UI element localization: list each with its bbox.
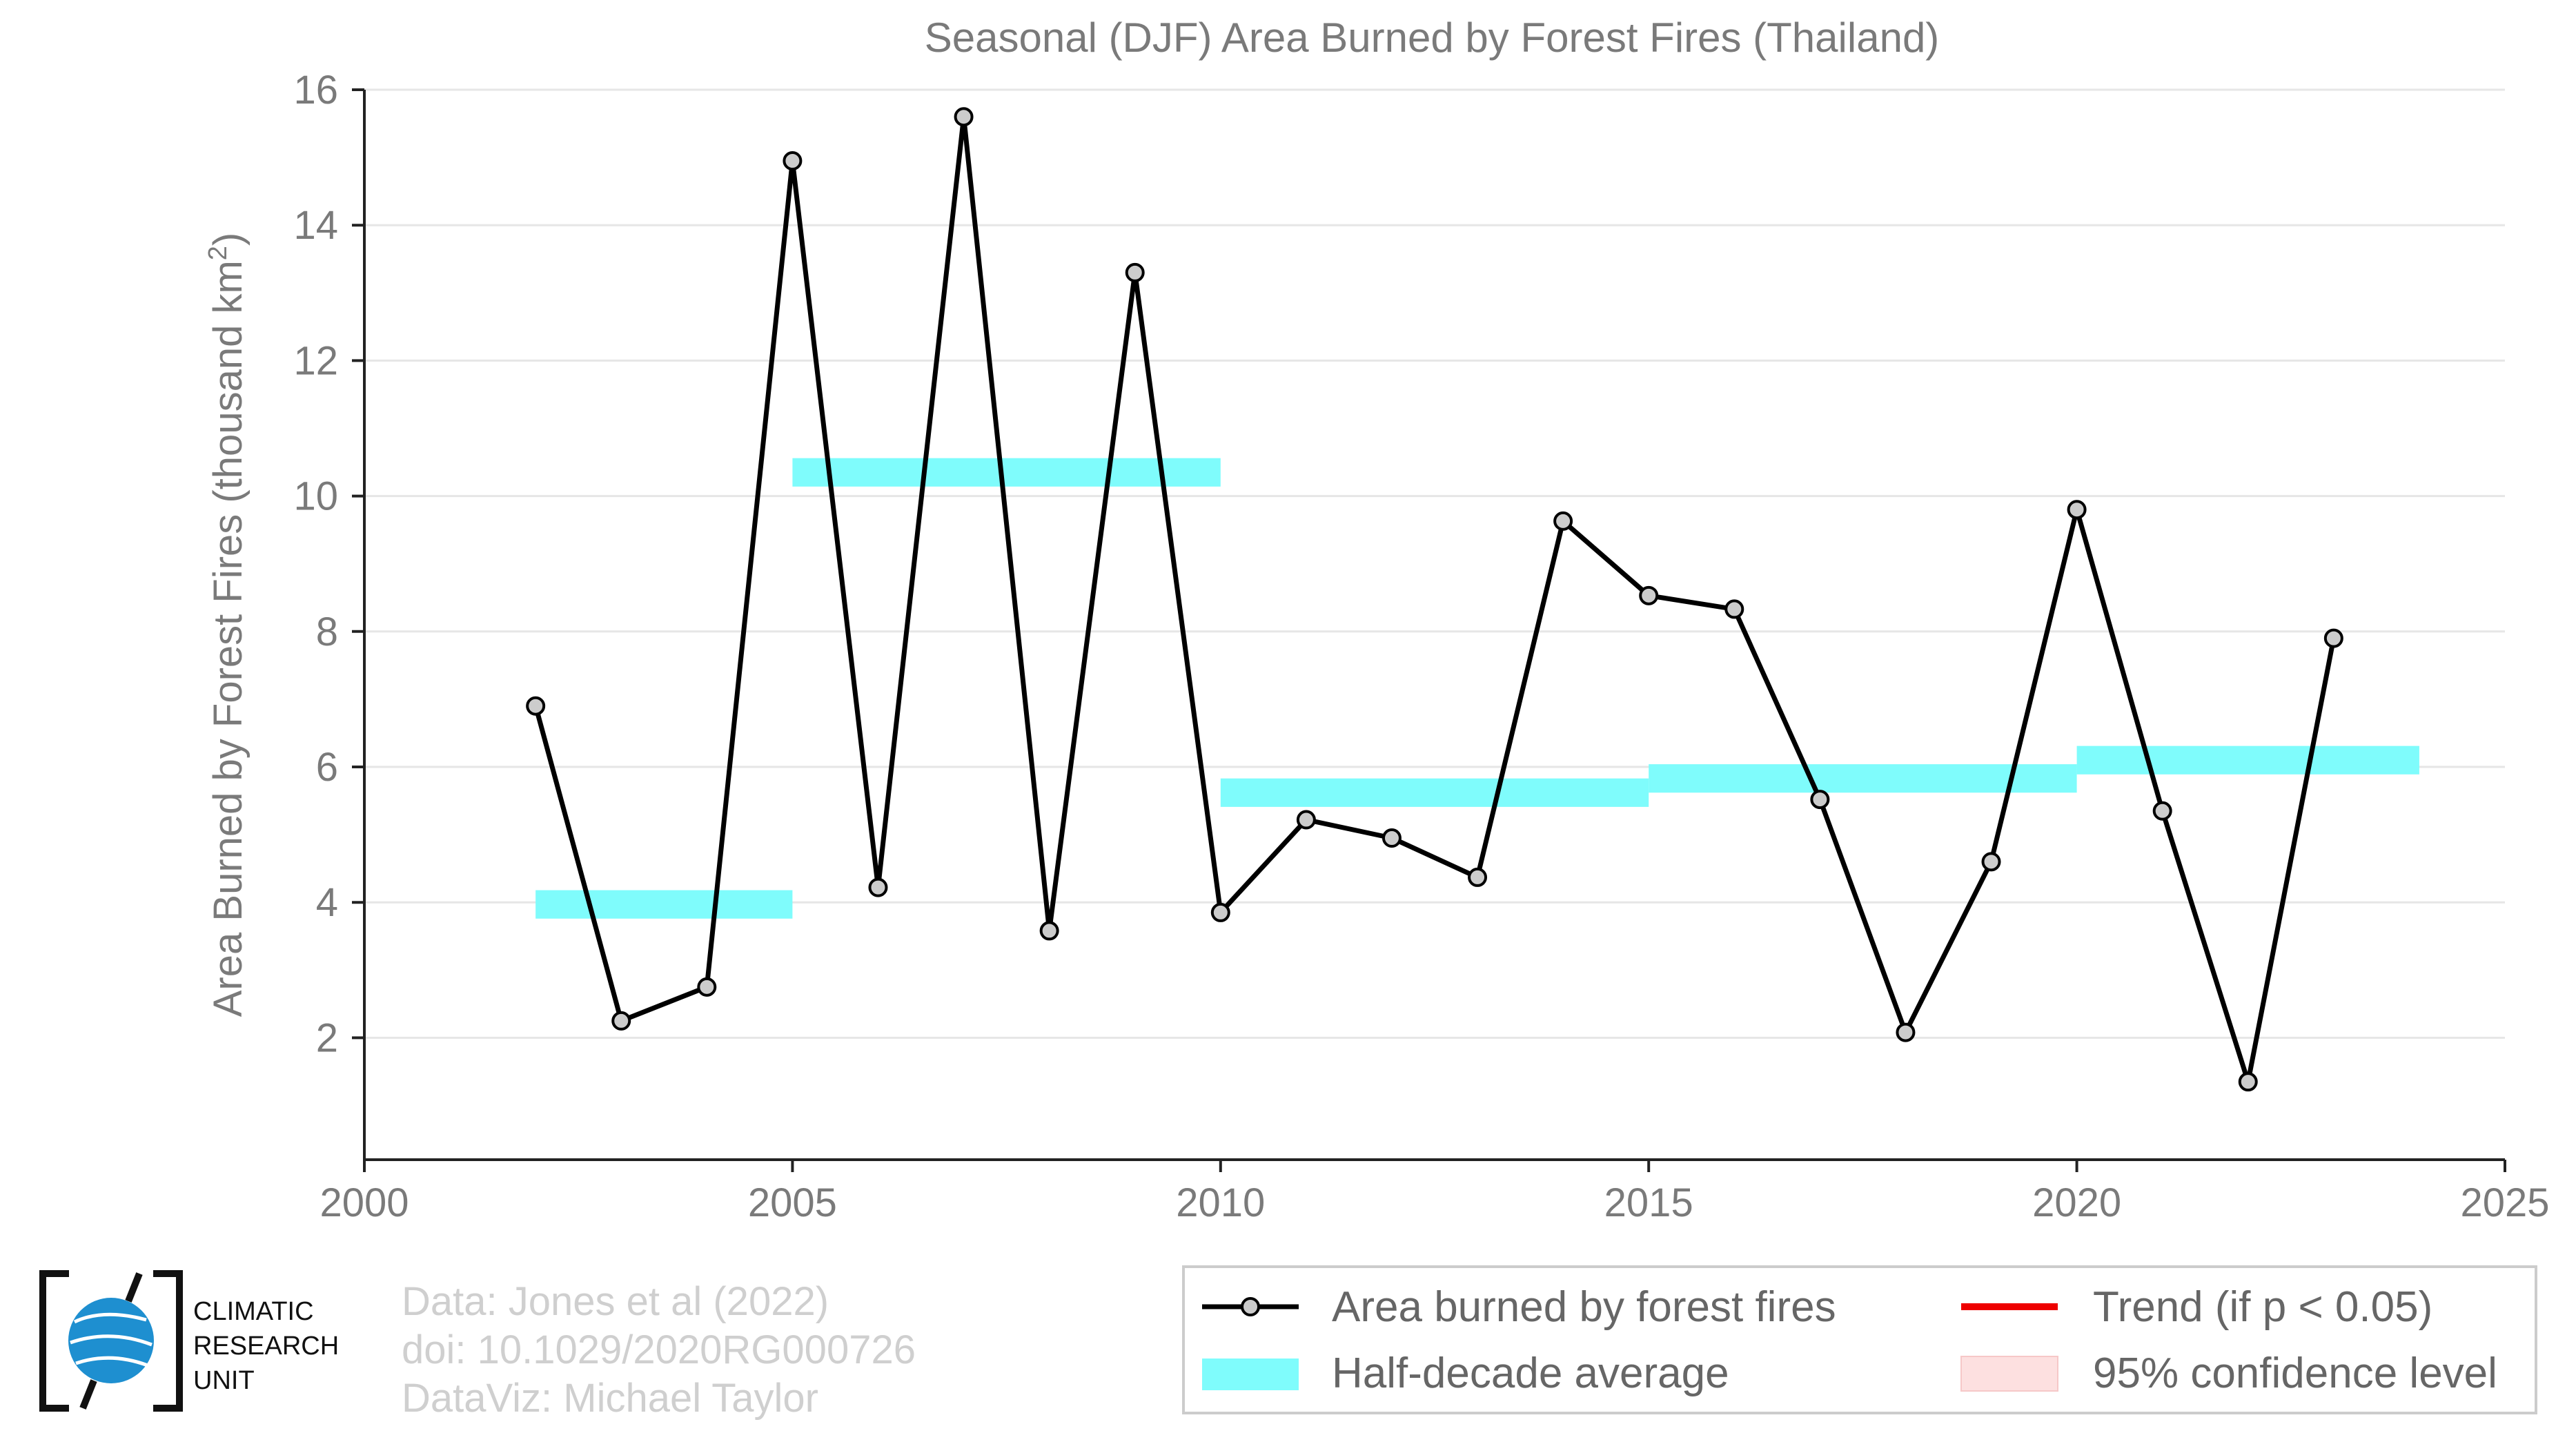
- chart-title: Seasonal (DJF) Area Burned by Forest Fir…: [925, 14, 1940, 61]
- data-point-2020: [2067, 500, 2087, 520]
- x-tick-label-2015: 2015: [1604, 1180, 1693, 1225]
- y-tick-label-8: 8: [316, 610, 338, 654]
- y-axis-label-superscript: 2: [204, 246, 233, 260]
- logo-line-climatic: CLIMATIC: [193, 1297, 314, 1326]
- y-tick-label-10: 10: [293, 474, 338, 519]
- data-point-2006: [868, 877, 888, 897]
- y-axis-ticks: 2 4 6 8 10 12 14 16: [293, 68, 364, 1060]
- credit-data-source: Data: Jones et al (2022): [402, 1279, 829, 1324]
- credit-doi: doi: 10.1029/2020RG000726: [402, 1327, 916, 1372]
- legend-label-half-decade: Half-decade average: [1332, 1350, 1729, 1397]
- credit-dataviz: DataViz: Michael Taylor: [402, 1376, 818, 1421]
- data-point-2021: [2152, 801, 2172, 821]
- x-axis-ticks: 2000 2005 2010 2015 2020 2025: [319, 1160, 2550, 1225]
- legend: Area burned by forest fires Trend (if p …: [1182, 1265, 2537, 1414]
- cru-logo: CLIMATIC RESEARCH UNIT: [39, 1270, 339, 1412]
- data-point-2016: [1724, 599, 1744, 619]
- data-point-2017: [1810, 790, 1830, 810]
- x-tick-label-2005: 2005: [748, 1180, 837, 1225]
- data-point-2007: [954, 107, 974, 127]
- logo-bracket-left: [39, 1270, 69, 1412]
- logo-line-unit: UNIT: [193, 1366, 255, 1395]
- series-line: [533, 114, 2337, 1084]
- half-decade-band-3: [1220, 778, 1649, 807]
- data-point-2011: [1296, 810, 1316, 830]
- legend-label-confidence: 95% confidence level: [2093, 1350, 2497, 1397]
- globe-line-1: [73, 1312, 147, 1324]
- half-decade-band-2: [792, 458, 1221, 487]
- data-point-2002: [526, 696, 546, 716]
- y-tick-label-12: 12: [293, 338, 338, 383]
- y-tick-label-16: 16: [293, 68, 338, 113]
- x-tick-label-2025: 2025: [2460, 1180, 2549, 1225]
- y-tick-label-4: 4: [316, 880, 338, 925]
- data-point-2005: [783, 151, 803, 171]
- logo-slash-bottom: [79, 1379, 97, 1410]
- series-area-burned: [526, 107, 2343, 1092]
- data-point-2009: [1125, 262, 1145, 282]
- half-decade-band-5: [2076, 746, 2419, 775]
- half-decade-averages: [535, 458, 2419, 919]
- data-point-2023: [2323, 628, 2343, 648]
- data-point-2012: [1382, 828, 1402, 848]
- legend-swatch-half-decade: [1202, 1359, 1299, 1390]
- data-point-2008: [1039, 921, 1059, 941]
- logo-line-research: RESEARCH: [193, 1332, 339, 1361]
- y-tick-label-2: 2: [316, 1015, 338, 1060]
- globe-line-3: [75, 1356, 148, 1367]
- legend-marker-area-burned: [1241, 1297, 1260, 1316]
- data-point-2014: [1553, 511, 1573, 531]
- x-tick-label-2020: 2020: [2032, 1180, 2121, 1225]
- data-point-2010: [1210, 902, 1230, 922]
- y-axis-label: Area Burned by Forest Fires (thousand km…: [204, 233, 250, 1017]
- data-point-2003: [611, 1011, 631, 1031]
- x-tick-label-2010: 2010: [1176, 1180, 1265, 1225]
- data-point-2019: [1981, 852, 2001, 872]
- data-point-2022: [2238, 1072, 2258, 1092]
- legend-label-area-burned: Area burned by forest fires: [1332, 1283, 1836, 1331]
- legend-swatch-confidence: [1960, 1356, 2058, 1392]
- logo-slash-top: [125, 1272, 143, 1303]
- half-decade-band-1: [535, 890, 793, 919]
- logo-bracket-right: [153, 1270, 183, 1412]
- legend-label-trend: Trend (if p < 0.05): [2093, 1283, 2432, 1331]
- data-point-2018: [1896, 1022, 1916, 1042]
- globe-line-2: [70, 1334, 153, 1347]
- y-tick-label-6: 6: [316, 745, 338, 790]
- data-point-2015: [1639, 585, 1659, 605]
- y-tick-label-14: 14: [293, 203, 338, 248]
- half-decade-band-4: [1649, 764, 2077, 793]
- data-point-2004: [697, 977, 717, 997]
- x-tick-label-2000: 2000: [319, 1180, 409, 1225]
- data-point-2013: [1468, 867, 1488, 887]
- legend-box: [1182, 1265, 2537, 1414]
